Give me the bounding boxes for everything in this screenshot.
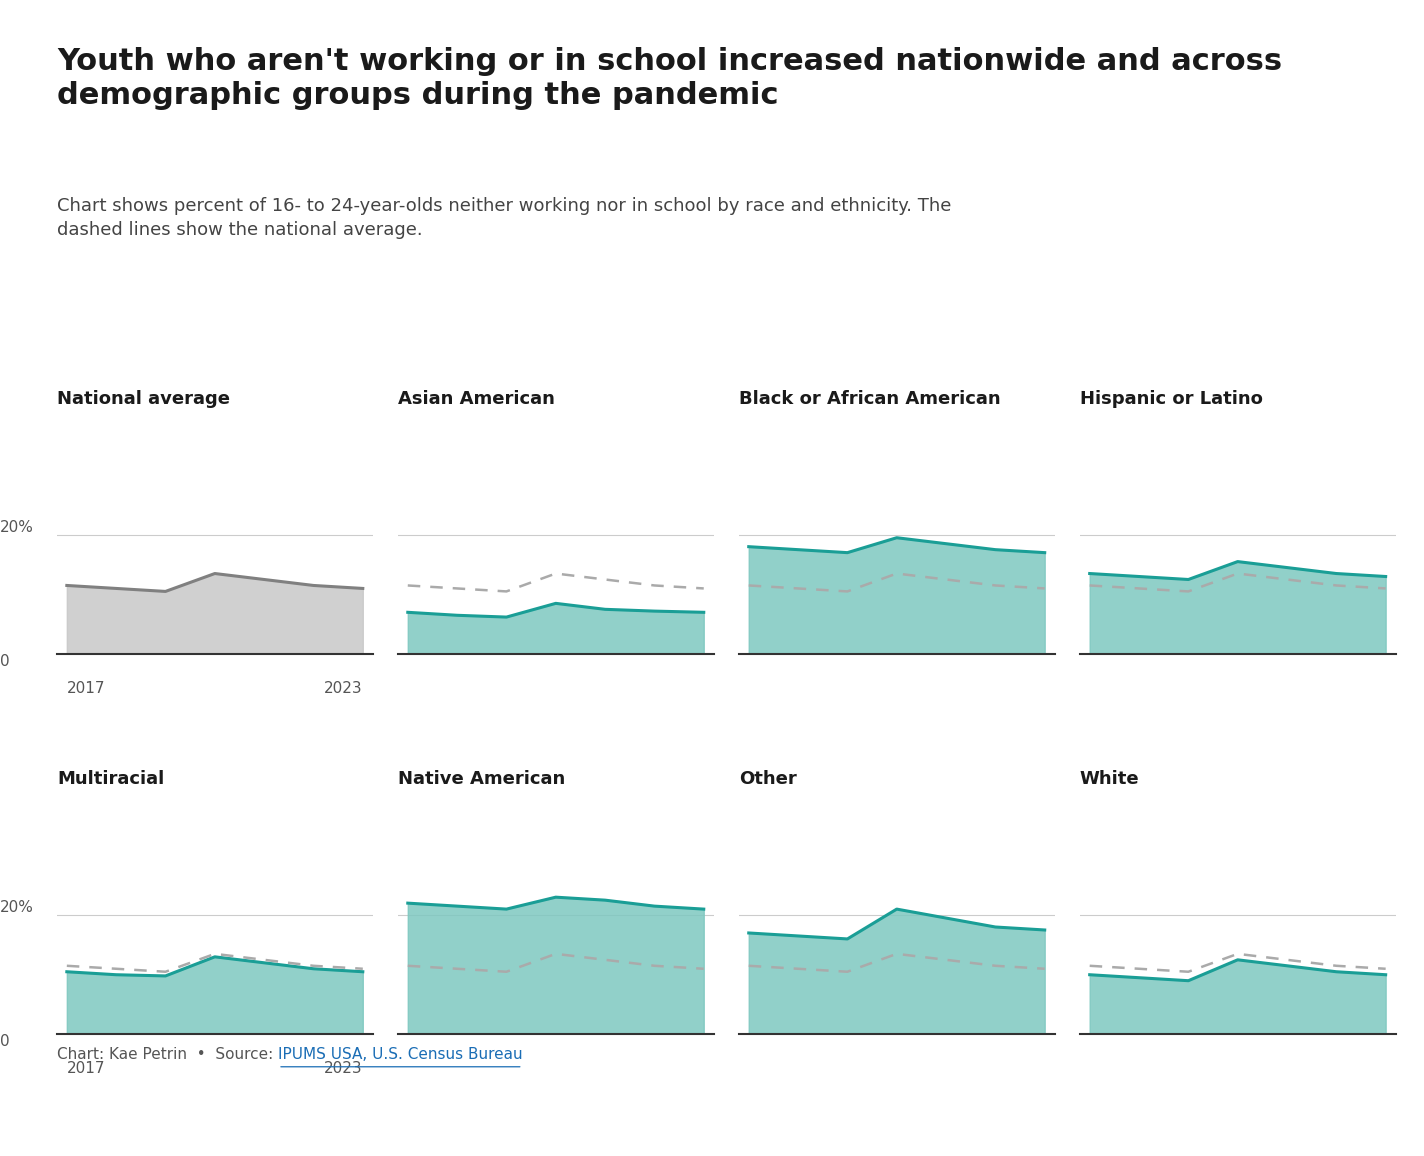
Text: 20%: 20%: [0, 901, 34, 916]
Text: Native American: Native American: [397, 770, 565, 788]
Text: Black or African American: Black or African American: [739, 390, 1001, 408]
Text: White: White: [1079, 770, 1139, 788]
Text: 2023: 2023: [325, 681, 363, 696]
Text: 2017: 2017: [67, 681, 105, 696]
Text: IPUMS USA, U.S. Census Bureau: IPUMS USA, U.S. Census Bureau: [278, 1047, 523, 1062]
Text: 0: 0: [0, 654, 10, 669]
Text: Youth who aren't working or in school increased nationwide and across
demographi: Youth who aren't working or in school in…: [57, 46, 1282, 110]
Text: Hispanic or Latino: Hispanic or Latino: [1079, 390, 1263, 408]
Text: 2023: 2023: [325, 1061, 363, 1076]
Text: Other: Other: [739, 770, 796, 788]
Text: Asian American: Asian American: [397, 390, 555, 408]
Text: 20%: 20%: [0, 520, 34, 535]
Text: Chart shows percent of 16- to 24-year-olds neither working nor in school by race: Chart shows percent of 16- to 24-year-ol…: [57, 198, 951, 239]
Text: 0: 0: [0, 1035, 10, 1050]
Text: Chart: Kae Petrin  •  Source:: Chart: Kae Petrin • Source:: [57, 1047, 278, 1062]
Text: National average: National average: [57, 390, 229, 408]
Text: 2017: 2017: [67, 1061, 105, 1076]
Text: Multiracial: Multiracial: [57, 770, 164, 788]
